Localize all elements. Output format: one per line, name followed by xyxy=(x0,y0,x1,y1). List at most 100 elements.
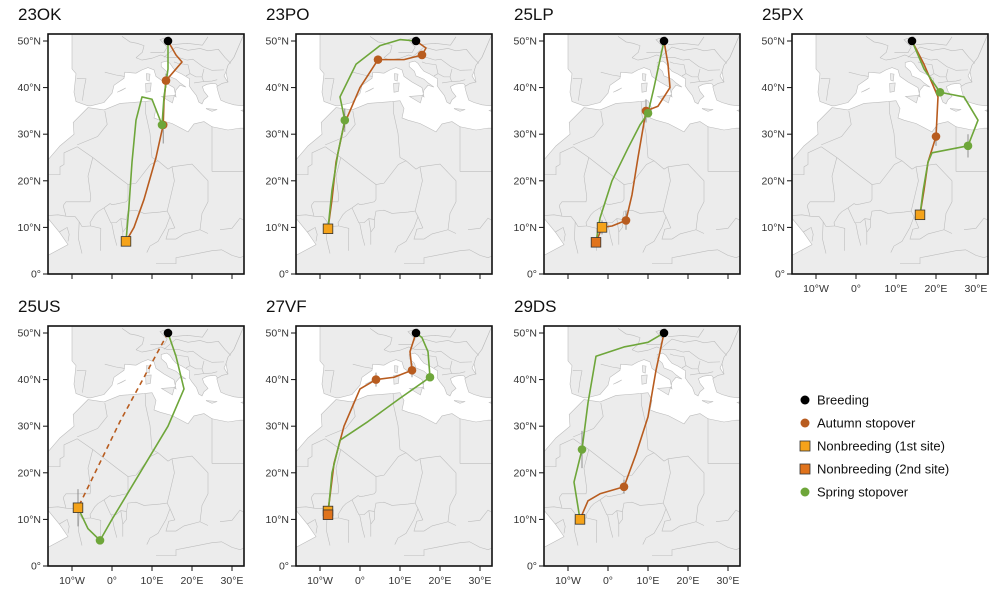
country-border xyxy=(558,157,590,206)
legend-marker xyxy=(800,395,810,405)
lat-tick-label: 10°N xyxy=(762,222,785,234)
autumn-stopover-marker xyxy=(619,482,629,492)
country-border xyxy=(351,207,416,224)
land-island xyxy=(613,87,622,93)
country-border xyxy=(325,402,356,438)
basemap xyxy=(48,34,254,274)
country-border xyxy=(413,166,449,240)
lat-tick-label: 50°N xyxy=(266,35,289,47)
country-border xyxy=(104,71,125,77)
country-border xyxy=(248,232,254,253)
country-border xyxy=(78,513,83,546)
spring-track xyxy=(595,40,665,243)
autumn-stopover-marker xyxy=(161,76,171,85)
spring-stopover-marker xyxy=(935,87,945,97)
country-border xyxy=(749,395,755,412)
country-border xyxy=(501,103,507,120)
spring-stopover-marker xyxy=(157,120,167,130)
country-border xyxy=(909,166,945,240)
map-frame xyxy=(295,325,493,567)
country-border xyxy=(640,102,647,134)
country-border xyxy=(599,207,664,224)
autumn-track xyxy=(595,40,671,243)
country-border xyxy=(893,133,953,182)
land-europe xyxy=(48,34,244,107)
country-border xyxy=(695,472,705,526)
panel-title: 25PX xyxy=(762,5,804,24)
land-island xyxy=(641,82,648,93)
country-border xyxy=(156,547,187,557)
country-border xyxy=(585,184,625,227)
country-border xyxy=(451,371,466,374)
lat-tick-label: 10°N xyxy=(18,514,41,526)
land-island xyxy=(365,379,374,385)
country-border xyxy=(744,524,750,545)
land-island xyxy=(394,73,399,82)
lat-tick-label: 50°N xyxy=(514,35,537,47)
country-border xyxy=(48,146,78,176)
lon-tick-label: 20°E xyxy=(181,575,204,587)
country-border xyxy=(89,184,129,227)
country-border xyxy=(792,146,822,176)
lon-tick-label: 0° xyxy=(603,575,613,587)
nonbreeding-1st-site-marker xyxy=(72,502,84,513)
country-border xyxy=(963,217,988,231)
lat-tick-label: 10°N xyxy=(18,222,41,234)
breeding-site-marker xyxy=(163,328,173,338)
country-border xyxy=(544,506,563,509)
country-border xyxy=(574,221,579,254)
country-border xyxy=(572,77,583,101)
country-border xyxy=(296,214,315,217)
land-island xyxy=(145,374,152,385)
country-border xyxy=(449,68,453,77)
country-border xyxy=(338,225,350,251)
land-africa xyxy=(296,100,492,274)
panel-title: 23PO xyxy=(266,5,309,24)
country-border xyxy=(59,226,70,242)
country-border xyxy=(419,328,457,338)
country-border xyxy=(667,36,705,46)
country-border xyxy=(822,221,827,254)
country-border xyxy=(573,110,604,146)
country-border xyxy=(296,438,326,468)
country-border xyxy=(324,369,335,393)
lon-tick-label: 20°E xyxy=(429,575,452,587)
country-border xyxy=(419,36,457,46)
land-island xyxy=(889,82,896,93)
country-border xyxy=(749,103,755,120)
country-border xyxy=(467,217,492,231)
lon-tick-label: 10°E xyxy=(637,575,660,587)
country-border xyxy=(879,54,969,71)
country-border xyxy=(890,216,915,253)
country-border xyxy=(352,71,373,77)
country-border xyxy=(392,394,399,426)
panel-title: 27VF xyxy=(266,297,307,316)
land-anatolia xyxy=(464,326,492,421)
country-border xyxy=(104,363,125,369)
breeding-site-marker xyxy=(411,328,421,338)
map-frame xyxy=(543,325,741,567)
country-border xyxy=(855,222,862,246)
country-border xyxy=(544,146,574,176)
breeding-site-marker xyxy=(411,36,421,46)
country-border xyxy=(975,255,988,259)
land-island xyxy=(656,387,671,396)
lon-tick-label: 10°E xyxy=(141,575,164,587)
country-border xyxy=(185,541,233,549)
country-border xyxy=(397,425,457,474)
legend-label: Breeding xyxy=(817,393,869,408)
country-border xyxy=(48,506,67,509)
country-border xyxy=(78,221,83,254)
spring-stopover-marker xyxy=(643,108,653,118)
country-border xyxy=(203,79,218,82)
country-border xyxy=(945,68,949,77)
legend-item-nonbreeding-2: Nonbreeding (2nd site) xyxy=(799,462,949,477)
country-border xyxy=(607,514,614,538)
land-africa xyxy=(296,392,492,566)
country-border xyxy=(76,369,87,393)
legend: Breeding Autumn stopover Nonbreeding (1st … xyxy=(799,393,949,500)
country-border xyxy=(697,360,701,369)
country-border xyxy=(185,249,233,257)
country-border xyxy=(617,36,641,58)
country-border xyxy=(404,255,435,265)
